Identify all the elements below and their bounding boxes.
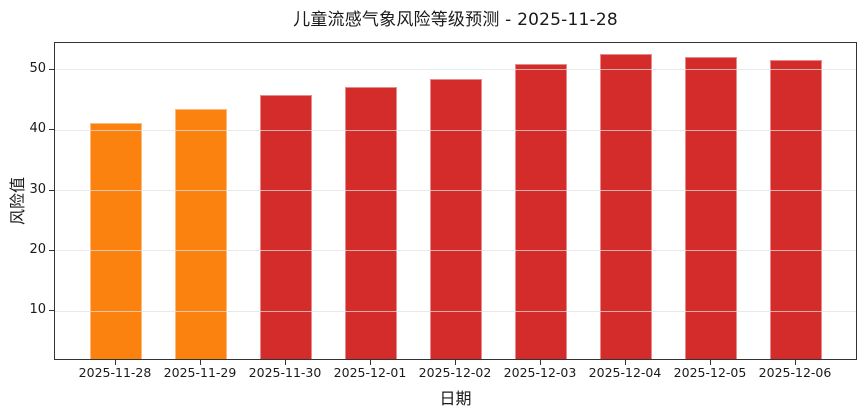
bar-2025-12-04 [600, 54, 652, 359]
bar-2025-12-01 [345, 86, 397, 359]
y-gridline-20 [55, 250, 856, 252]
y-tick-label: 20 [29, 241, 46, 257]
plot-area [54, 42, 857, 360]
bar-2025-12-02 [430, 79, 482, 359]
y-tick-mark [49, 189, 54, 191]
y-tick-mark [49, 249, 54, 251]
bar-2025-12-05 [685, 57, 737, 359]
y-gridline-30 [55, 190, 856, 191]
x-tick-label: 2025-12-06 [758, 365, 832, 380]
y-gridline-50 [55, 69, 856, 71]
x-tick-mark [540, 360, 541, 365]
x-axis-label: 日期 [439, 389, 472, 408]
x-tick-mark [285, 360, 286, 365]
bar-2025-11-29 [175, 109, 227, 359]
x-tick-label: 2025-12-02 [418, 365, 492, 380]
x-tick-mark [370, 360, 371, 365]
x-tick-label: 2025-12-01 [333, 365, 407, 380]
x-tick-mark [625, 360, 626, 365]
bar-2025-11-30 [260, 95, 312, 359]
chart-title: 儿童流感气象风险等级预测 - 2025-11-28 [293, 10, 618, 30]
x-tick-label: 2025-11-28 [78, 365, 152, 380]
x-tick-mark [455, 360, 456, 365]
y-tick-mark [49, 68, 54, 70]
y-gridline-40 [55, 129, 856, 131]
x-tick-label: 2025-11-29 [163, 365, 237, 380]
bar-2025-11-28 [90, 123, 142, 359]
y-tick-label: 40 [29, 121, 46, 137]
x-tick-label: 2025-12-04 [588, 365, 662, 380]
bar-2025-12-06 [770, 59, 822, 359]
x-tick-mark [115, 360, 116, 365]
bar-2025-12-03 [515, 63, 567, 359]
x-tick-label: 2025-11-30 [248, 365, 322, 380]
y-tick-label: 30 [29, 181, 46, 197]
x-tick-mark [200, 360, 201, 365]
x-tick-mark [710, 360, 711, 365]
x-tick-label: 2025-12-03 [503, 365, 577, 380]
x-tick-mark [795, 360, 796, 365]
y-tick-label: 50 [29, 60, 46, 76]
x-tick-label: 2025-12-05 [673, 365, 747, 380]
y-tick-mark [49, 310, 54, 312]
y-tick-label: 10 [29, 302, 46, 318]
y-tick-mark [49, 129, 54, 131]
y-gridline-10 [55, 310, 856, 312]
